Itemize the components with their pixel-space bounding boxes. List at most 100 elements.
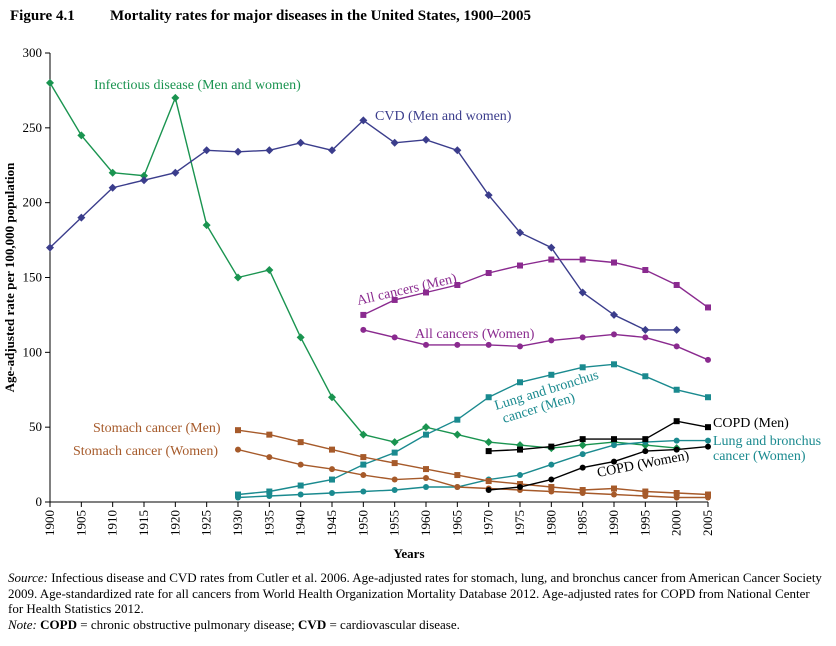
data-point — [705, 494, 711, 501]
series-label-cancer-women: cancer (Women) — [713, 449, 806, 464]
data-point — [547, 243, 556, 252]
data-point — [484, 438, 493, 447]
data-point — [578, 441, 587, 450]
data-point — [202, 221, 211, 230]
x-tick-label: 1975 — [512, 510, 527, 536]
x-tick-label: 1950 — [355, 510, 370, 536]
data-point — [673, 446, 680, 453]
data-point — [360, 454, 367, 461]
x-tick-label: 1900 — [42, 510, 57, 536]
data-point — [642, 493, 649, 500]
x-tick-label: 1955 — [387, 510, 402, 536]
data-point — [672, 325, 681, 334]
data-point — [391, 334, 398, 341]
data-point — [266, 454, 273, 461]
data-point — [517, 484, 523, 491]
x-tick-label: 1930 — [230, 510, 245, 536]
data-point — [234, 273, 242, 282]
data-point — [485, 448, 492, 455]
data-point — [453, 146, 462, 155]
x-tick-label: 1980 — [543, 510, 558, 536]
data-point — [517, 472, 523, 479]
series-label-infectious-disease-men-and-women: Infectious disease (Men and women) — [94, 78, 301, 93]
data-point — [266, 493, 273, 500]
data-point — [329, 476, 335, 483]
data-point — [46, 78, 54, 87]
data-point — [359, 430, 368, 439]
y-tick-label: 100 — [23, 344, 43, 359]
series-line — [363, 329, 709, 361]
data-point — [705, 437, 711, 444]
data-point — [579, 436, 586, 443]
x-tick-label: 1995 — [637, 510, 652, 536]
data-point — [705, 424, 711, 431]
data-point — [266, 488, 273, 495]
abbrev-note: Note: COPD = chronic obstructive pulmona… — [8, 617, 828, 633]
data-point — [673, 494, 680, 501]
data-point — [611, 436, 617, 443]
x-tick-label: 1990 — [606, 510, 621, 536]
data-point — [108, 168, 117, 177]
data-point — [454, 416, 461, 423]
y-tick-label: 250 — [23, 120, 43, 135]
data-point — [297, 461, 304, 468]
data-point — [485, 270, 492, 277]
series-lung-and-bronchus-cancer-men — [235, 361, 711, 498]
data-point — [297, 439, 304, 446]
y-tick-label: 300 — [23, 45, 43, 60]
x-tick-label: 2000 — [669, 510, 684, 536]
data-point — [516, 228, 524, 237]
data-point — [548, 371, 555, 378]
figure-notes: Source: Infectious disease and CVD rates… — [8, 570, 828, 632]
data-point — [360, 472, 367, 479]
data-point — [423, 475, 429, 482]
data-point — [548, 461, 555, 468]
data-point — [705, 394, 711, 401]
note-label: Note: — [8, 616, 37, 632]
data-point — [360, 461, 367, 468]
data-point — [673, 281, 680, 288]
data-point — [296, 138, 305, 147]
x-tick-label: 1965 — [449, 510, 464, 536]
y-tick-label: 50 — [29, 419, 42, 434]
data-point — [265, 266, 274, 275]
data-point — [611, 491, 617, 498]
series-label-lung-and-bronchus: Lung and bronchus — [713, 434, 821, 449]
data-point — [548, 476, 555, 483]
series-all-cancers-men — [360, 256, 711, 318]
data-point — [297, 491, 304, 498]
series-cvd-men-and-women — [46, 116, 681, 334]
data-point — [46, 243, 54, 252]
data-point — [391, 296, 398, 303]
data-point — [485, 341, 492, 348]
y-tick-label: 0 — [36, 494, 43, 509]
series-stomach-cancer-men — [235, 427, 711, 498]
series-label-all-cancers-men: All cancers (Men) — [356, 271, 459, 309]
data-point — [517, 343, 523, 350]
data-point — [673, 418, 680, 425]
y-tick-label: 200 — [23, 195, 43, 210]
data-point — [390, 438, 399, 447]
series-line — [237, 363, 709, 496]
data-point — [642, 436, 649, 443]
data-point — [579, 464, 586, 471]
data-point — [610, 310, 618, 319]
figure-number: Figure 4.1 — [10, 8, 75, 24]
data-point — [548, 488, 555, 495]
series-copd-women — [485, 443, 711, 494]
x-tick-label: 1940 — [293, 510, 308, 536]
series-line — [49, 82, 677, 449]
data-point — [423, 341, 429, 348]
data-point — [391, 460, 398, 467]
series-label-cvd-men-and-women: CVD (Men and women) — [375, 109, 512, 124]
data-point — [611, 259, 617, 266]
series-stomach-cancer-women — [235, 446, 711, 501]
data-point — [579, 256, 586, 263]
series-line — [362, 258, 709, 316]
data-point — [234, 147, 242, 156]
data-point — [328, 146, 336, 155]
data-point — [453, 430, 462, 439]
series-line — [237, 448, 708, 499]
series-line — [488, 420, 709, 452]
data-point — [673, 386, 680, 393]
